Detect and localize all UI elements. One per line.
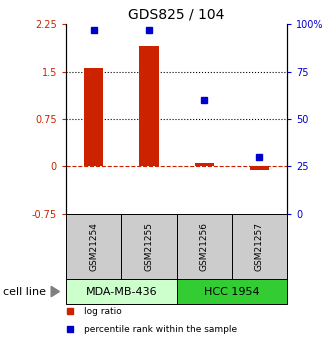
Title: GDS825 / 104: GDS825 / 104 (128, 8, 225, 22)
Text: MDA-MB-436: MDA-MB-436 (85, 287, 157, 296)
Text: log ratio: log ratio (84, 307, 121, 316)
FancyBboxPatch shape (66, 214, 287, 279)
FancyBboxPatch shape (177, 279, 287, 304)
FancyBboxPatch shape (66, 279, 177, 304)
FancyBboxPatch shape (66, 214, 121, 279)
Text: cell line: cell line (3, 287, 46, 296)
Text: HCC 1954: HCC 1954 (204, 287, 260, 296)
Bar (139, 46, 159, 167)
Text: GSM21256: GSM21256 (200, 222, 209, 271)
Polygon shape (51, 286, 59, 297)
Text: GSM21254: GSM21254 (89, 222, 98, 271)
Bar (250, 167, 269, 170)
FancyBboxPatch shape (177, 214, 232, 279)
Text: GSM21255: GSM21255 (145, 222, 153, 271)
Bar (194, 163, 214, 167)
FancyBboxPatch shape (121, 214, 177, 279)
Text: GSM21257: GSM21257 (255, 222, 264, 271)
Bar (84, 68, 103, 167)
FancyBboxPatch shape (232, 214, 287, 279)
Text: percentile rank within the sample: percentile rank within the sample (84, 325, 237, 334)
